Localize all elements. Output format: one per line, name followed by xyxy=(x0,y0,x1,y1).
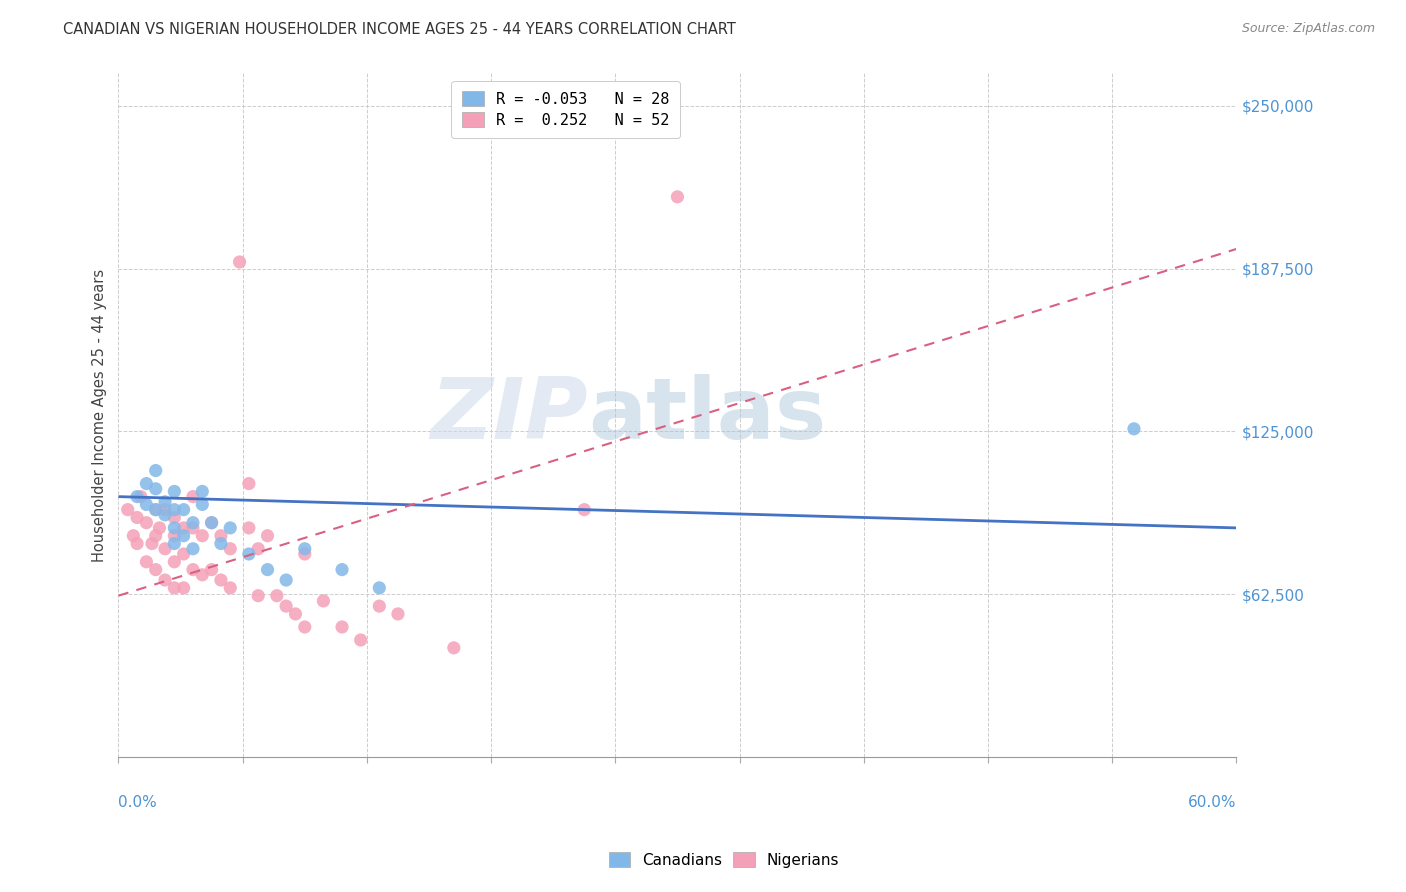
Point xyxy=(125,490,148,504)
Point xyxy=(135,516,157,530)
Text: CANADIAN VS NIGERIAN HOUSEHOLDER INCOME AGES 25 - 44 YEARS CORRELATION CHART: CANADIAN VS NIGERIAN HOUSEHOLDER INCOME … xyxy=(63,22,737,37)
Point xyxy=(228,255,250,269)
Point xyxy=(153,502,176,516)
Point xyxy=(122,529,145,543)
Point xyxy=(666,190,689,204)
Point xyxy=(181,563,204,577)
Point xyxy=(181,521,204,535)
Point xyxy=(201,516,224,530)
Point xyxy=(173,529,195,543)
Point xyxy=(294,547,316,561)
Point xyxy=(201,516,224,530)
Point xyxy=(330,620,353,634)
Point xyxy=(145,529,167,543)
Point xyxy=(163,502,186,516)
Point xyxy=(294,620,316,634)
Point xyxy=(219,541,242,556)
Point xyxy=(294,541,316,556)
Point xyxy=(574,502,596,516)
Point xyxy=(276,573,298,587)
Point xyxy=(256,529,278,543)
Legend: Canadians, Nigerians: Canadians, Nigerians xyxy=(603,846,845,873)
Point xyxy=(125,536,148,550)
Y-axis label: Householder Income Ages 25 - 44 years: Householder Income Ages 25 - 44 years xyxy=(93,268,107,562)
Point xyxy=(173,521,195,535)
Point xyxy=(145,482,167,496)
Point xyxy=(191,529,214,543)
Point xyxy=(129,490,152,504)
Point xyxy=(135,555,157,569)
Point xyxy=(1123,422,1146,436)
Point xyxy=(276,599,298,614)
Point xyxy=(219,521,242,535)
Text: 60.0%: 60.0% xyxy=(1188,795,1236,810)
Text: atlas: atlas xyxy=(588,374,827,457)
Point xyxy=(368,599,391,614)
Text: ZIP: ZIP xyxy=(430,374,588,457)
Point xyxy=(284,607,307,621)
Point xyxy=(191,498,214,512)
Point xyxy=(141,536,163,550)
Point xyxy=(145,502,167,516)
Point xyxy=(163,521,186,535)
Point xyxy=(153,541,176,556)
Point xyxy=(209,573,232,587)
Point xyxy=(219,581,242,595)
Point xyxy=(312,594,335,608)
Point xyxy=(266,589,288,603)
Point xyxy=(163,536,186,550)
Point xyxy=(256,563,278,577)
Point xyxy=(153,573,176,587)
Point xyxy=(148,521,170,535)
Legend: R = -0.053   N = 28, R =  0.252   N = 52: R = -0.053 N = 28, R = 0.252 N = 52 xyxy=(451,80,681,138)
Point xyxy=(247,541,270,556)
Point xyxy=(330,563,353,577)
Text: 0.0%: 0.0% xyxy=(118,795,157,810)
Point xyxy=(181,541,204,556)
Point xyxy=(191,567,214,582)
Point xyxy=(209,529,232,543)
Point xyxy=(145,464,167,478)
Point xyxy=(368,581,391,595)
Point xyxy=(173,581,195,595)
Point xyxy=(145,502,167,516)
Point xyxy=(117,502,139,516)
Point xyxy=(173,547,195,561)
Point xyxy=(387,607,409,621)
Point xyxy=(201,563,224,577)
Point xyxy=(163,555,186,569)
Point xyxy=(181,516,204,530)
Point xyxy=(135,498,157,512)
Text: Source: ZipAtlas.com: Source: ZipAtlas.com xyxy=(1241,22,1375,36)
Point xyxy=(238,476,260,491)
Point xyxy=(209,536,232,550)
Point xyxy=(145,563,167,577)
Point xyxy=(191,484,214,499)
Point xyxy=(135,476,157,491)
Point xyxy=(173,502,195,516)
Point xyxy=(163,529,186,543)
Point xyxy=(238,521,260,535)
Point xyxy=(443,640,465,655)
Point xyxy=(163,484,186,499)
Point xyxy=(350,632,373,647)
Point xyxy=(153,508,176,522)
Point xyxy=(247,589,270,603)
Point xyxy=(163,510,186,524)
Point xyxy=(181,490,204,504)
Point xyxy=(153,495,176,509)
Point xyxy=(238,547,260,561)
Point xyxy=(125,510,148,524)
Point xyxy=(163,581,186,595)
